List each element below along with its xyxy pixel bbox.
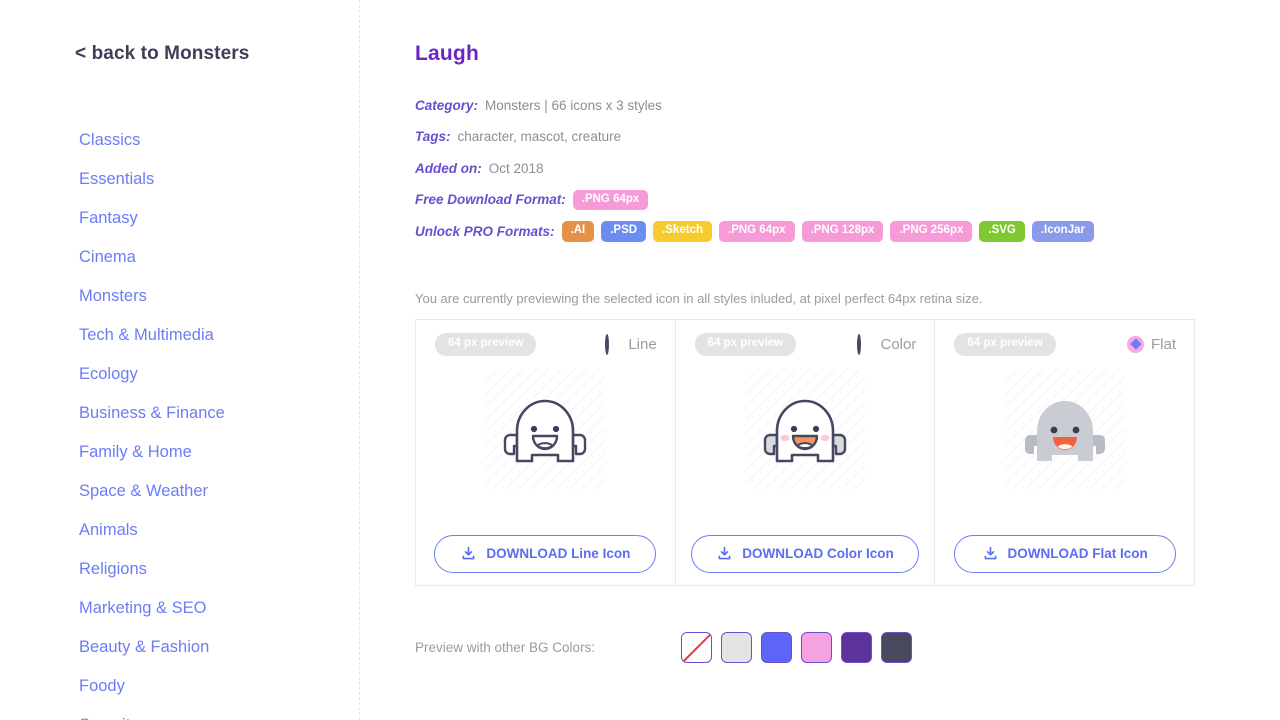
bg-swatch-blue[interactable] (761, 632, 793, 663)
style-card-flat: 64 px preview Flat DOWNLOAD Flat Icon (935, 320, 1194, 585)
style-preview-cards: 64 px preview Line DOWNLOAD Line Icon 64 px… (415, 319, 1195, 586)
download-color-button[interactable]: DOWNLOAD Color Icon (691, 534, 919, 573)
download-flat-label: DOWNLOAD Flat Icon (1007, 546, 1148, 562)
icon-artwork-flat (935, 368, 1194, 523)
style-card-line: 64 px preview Line DOWNLOAD Line Icon (416, 320, 676, 585)
sidebar-item-beauty-fashion[interactable]: Beauty & Fashion (79, 638, 210, 656)
sidebar-item-marketing-seo[interactable]: Marketing & SEO (79, 599, 207, 617)
style-card-color: 64 px preview Color DOWNLOAD Color Icon (676, 320, 936, 585)
free-format-badge-png64px[interactable]: .PNG 64px (572, 189, 649, 211)
download-icon (982, 545, 999, 562)
download-icon (716, 545, 733, 562)
style-tag-flat: Flat (1127, 335, 1177, 353)
bg-swatch-light-grey[interactable] (721, 632, 753, 663)
back-to-monsters-link[interactable]: < back to Monsters (75, 43, 250, 64)
tags-value: character, mascot, creature (457, 129, 622, 144)
page-title: Laugh (415, 42, 479, 65)
icon-metadata: Category: Monsters | 66 icons x 3 styles… (415, 93, 1245, 251)
pro-format-badge-svg[interactable]: .SVG (979, 221, 1025, 242)
category-sidebar: < back to Monsters Classics Essentials Fan… (0, 0, 360, 720)
px-preview-pill-line: 64 px preview (435, 333, 537, 356)
main-content: Laugh Category: Monsters | 66 icons x 3 … (360, 0, 1280, 720)
category-list: Classics Essentials Fantasy Cinema Monsters T… (79, 121, 349, 720)
style-label-flat: Flat (1151, 335, 1177, 353)
category-label: Category: (415, 97, 479, 113)
pro-format-badge-ai[interactable]: .AI (561, 221, 595, 242)
sidebar-item-animals[interactable]: Animals (79, 521, 138, 539)
px-preview-pill-color: 64 px preview (694, 333, 797, 356)
circle-outline-icon (604, 333, 621, 355)
download-color-label: DOWNLOAD Color Icon (742, 546, 894, 562)
style-label-color: Color (880, 335, 917, 353)
sidebar-item-business-finance[interactable]: Business & Finance (79, 404, 225, 422)
meta-row-tags: Tags: character, mascot, creature (415, 125, 1245, 149)
meta-row-category: Category: Monsters | 66 icons x 3 styles (415, 93, 1245, 117)
download-line-button[interactable]: DOWNLOAD Line Icon (434, 534, 657, 573)
pro-format-badge-png128px[interactable]: .PNG 128px (801, 221, 884, 242)
bg-swatch-purple[interactable] (841, 632, 873, 663)
download-flat-button[interactable]: DOWNLOAD Flat Icon (953, 534, 1176, 573)
sidebar-item-cinema[interactable]: Cinema (79, 248, 136, 266)
pro-format-badge-psd[interactable]: .PSD (601, 221, 647, 242)
meta-row-free-formats: Free Download Format: .PNG 64px (415, 188, 1245, 212)
meta-row-added: Added on: Oct 2018 (415, 156, 1245, 180)
bg-swatch-pink[interactable] (801, 632, 833, 663)
sidebar-item-security[interactable]: Security (79, 706, 349, 720)
card-footer-color: DOWNLOAD Color Icon (676, 523, 935, 585)
px-preview-pill-flat: 64 px preview (954, 333, 1056, 356)
style-tag-color: Color (856, 333, 917, 355)
card-header-flat: 64 px preview Flat (935, 320, 1194, 369)
bg-color-label: Preview with other BG Colors: (415, 640, 596, 655)
sidebar-item-essentials[interactable]: Essentials (79, 170, 155, 188)
tags-label: Tags: (415, 129, 451, 144)
style-tag-line: Line (604, 333, 657, 355)
card-footer-line: DOWNLOAD Line Icon (416, 523, 675, 585)
pro-format-badge-png256px[interactable]: .PNG 256px (890, 221, 973, 242)
icon-artwork-line (416, 368, 675, 523)
category-value: Monsters | 66 icons x 3 styles (485, 97, 662, 113)
sidebar-item-monsters[interactable]: Monsters (79, 287, 147, 305)
sidebar-item-classics[interactable]: Classics (79, 131, 141, 149)
pro-format-label: Unlock PRO Formats: (415, 223, 555, 239)
added-on-label: Added on: (415, 160, 482, 176)
sidebar-item-space-weather[interactable]: Space & Weather (79, 482, 209, 500)
sidebar-item-tech-multimedia[interactable]: Tech & Multimedia (79, 326, 214, 344)
pro-format-badge-png64px[interactable]: .PNG 64px (719, 221, 795, 242)
sidebar-item-religions[interactable]: Religions (79, 560, 147, 578)
diamond-pink-icon (1127, 335, 1144, 353)
sidebar-item-fantasy[interactable]: Fantasy (79, 209, 138, 227)
card-header-color: 64 px preview Color (676, 320, 935, 369)
preview-note: You are currently previewing the selecte… (415, 291, 983, 306)
bg-swatch-list (681, 632, 913, 663)
pro-format-badge-iconjar[interactable]: .IconJar (1031, 221, 1094, 242)
download-line-label: DOWNLOAD Line Icon (486, 546, 631, 562)
bg-swatch-dark-navy[interactable] (881, 632, 913, 663)
style-label-line: Line (628, 335, 657, 353)
circle-yellow-icon (856, 333, 873, 355)
icon-artwork-color (676, 368, 935, 523)
free-format-badges: .PNG 64px (572, 189, 649, 211)
sidebar-item-family-home[interactable]: Family & Home (79, 443, 192, 461)
card-footer-flat: DOWNLOAD Flat Icon (935, 523, 1194, 585)
bg-swatch-none[interactable] (681, 632, 713, 663)
meta-row-pro-formats: Unlock PRO Formats: .AI .PSD .Sketch .PNG 6… (415, 219, 1245, 243)
added-on-value: Oct 2018 (488, 160, 544, 176)
free-format-label: Free Download Format: (415, 192, 566, 207)
pro-format-badge-sketch[interactable]: .Sketch (653, 221, 712, 242)
bg-color-picker: Preview with other BG Colors: (415, 632, 913, 663)
no-bg-slash-icon (682, 633, 711, 662)
sidebar-item-ecology[interactable]: Ecology (79, 365, 138, 383)
card-header-line: 64 px preview Line (416, 320, 675, 369)
download-icon (460, 545, 477, 562)
sidebar-item-foody[interactable]: Foody (79, 677, 125, 695)
pro-format-badges: .AI .PSD .Sketch .PNG 64px .PNG 128px .PNG 25… (561, 220, 1094, 242)
